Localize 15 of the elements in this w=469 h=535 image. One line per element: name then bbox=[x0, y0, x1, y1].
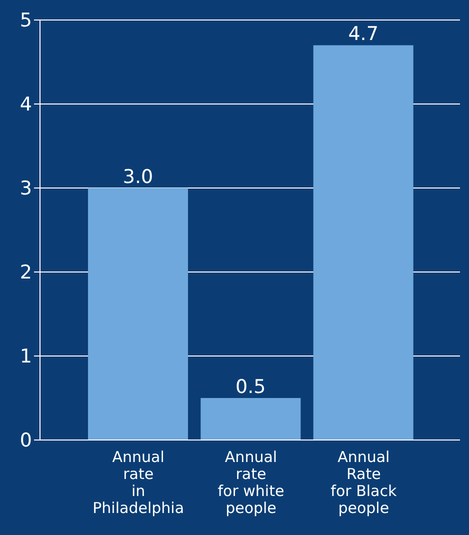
data-label: 0.5 bbox=[236, 376, 266, 398]
bar bbox=[313, 45, 414, 440]
x-tick-label: Annual rate in Philadelphia bbox=[92, 448, 184, 517]
bar bbox=[88, 188, 188, 440]
y-tick-label: 3 bbox=[20, 178, 32, 200]
x-tick-label: Annual Rate for Black people bbox=[330, 448, 397, 517]
y-tick-label: 1 bbox=[20, 346, 32, 368]
bar bbox=[200, 398, 301, 440]
data-label: 4.7 bbox=[348, 23, 378, 46]
y-tick-label: 2 bbox=[20, 262, 32, 284]
x-tick-label: Annual rate for white people bbox=[218, 448, 284, 517]
y-tick-label: 4 bbox=[20, 94, 32, 116]
y-tick-label: 0 bbox=[20, 430, 32, 452]
data-label: 3.0 bbox=[122, 166, 154, 188]
y-tick-label: 5 bbox=[20, 10, 32, 32]
